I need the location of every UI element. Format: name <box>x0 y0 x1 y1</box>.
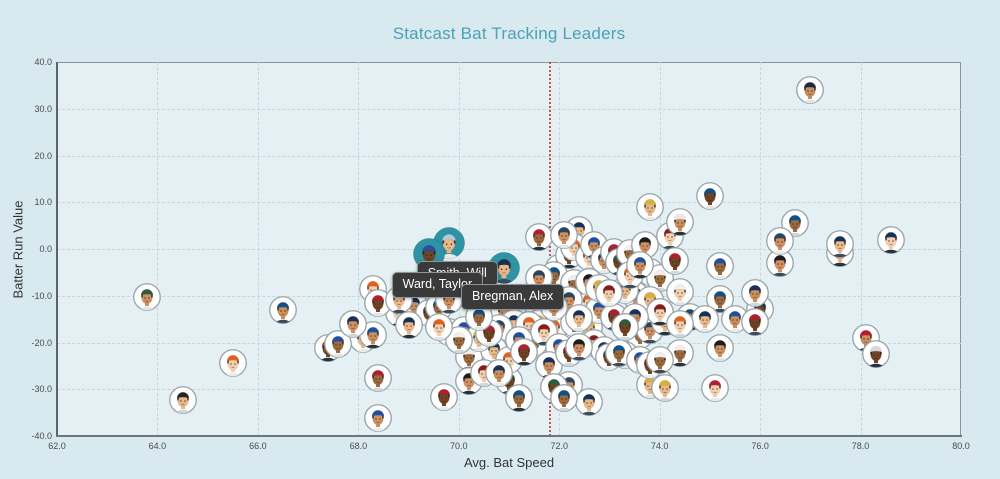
player-avatar[interactable] <box>363 403 393 433</box>
player-avatar[interactable] <box>635 192 665 222</box>
x-tick-label: 78.0 <box>851 441 870 451</box>
y-tick-label: 0.0 <box>39 244 52 254</box>
player-avatar[interactable] <box>740 278 770 308</box>
player-avatar[interactable] <box>564 303 594 333</box>
y-tick-label: 20.0 <box>34 150 52 161</box>
player-avatar[interactable] <box>218 348 248 378</box>
player-avatar[interactable] <box>700 373 730 403</box>
x-tick-label: 66.0 <box>249 441 267 451</box>
player-avatar[interactable] <box>574 387 604 417</box>
player-avatar[interactable] <box>132 282 162 312</box>
y-tick-label: 30.0 <box>34 103 52 114</box>
x-tick-label: 62.0 <box>48 441 66 451</box>
player-avatar[interactable] <box>795 75 825 105</box>
player-avatar[interactable] <box>610 312 640 342</box>
y-tick-label: 10.0 <box>34 197 52 208</box>
player-avatar[interactable] <box>720 304 750 334</box>
player-avatar[interactable] <box>665 277 695 307</box>
player-avatar[interactable] <box>504 383 534 413</box>
x-tick-label: 80.0 <box>952 441 970 451</box>
player-avatar[interactable] <box>484 358 514 388</box>
y-tick-label: -20.0 <box>31 337 52 348</box>
player-avatar[interactable] <box>705 251 735 281</box>
x-tick-label: 70.0 <box>450 441 468 451</box>
player-avatar[interactable] <box>594 278 624 308</box>
x-tick-label: 74.0 <box>650 441 669 451</box>
player-avatar[interactable] <box>665 207 695 237</box>
player-avatar[interactable] <box>509 337 539 367</box>
player-avatar[interactable] <box>645 345 675 375</box>
player-avatar[interactable] <box>424 312 454 342</box>
x-tick-label: 72.0 <box>550 441 568 451</box>
player-avatar[interactable] <box>168 385 198 415</box>
player-avatar[interactable] <box>780 208 810 238</box>
player-avatar[interactable] <box>765 226 795 256</box>
player-avatar[interactable] <box>564 332 594 362</box>
player-avatar[interactable] <box>323 329 353 359</box>
player-avatar[interactable] <box>660 246 690 276</box>
x-axis-line <box>56 435 962 437</box>
player-avatar[interactable] <box>695 181 725 211</box>
player-avatar[interactable] <box>524 222 554 252</box>
player-avatar[interactable] <box>825 229 855 259</box>
x-axis-title: Avg. Bat Speed <box>463 455 555 470</box>
y-axis-title: Batter Run Value <box>10 200 26 299</box>
player-avatar[interactable] <box>549 383 579 413</box>
x-tick-label: 76.0 <box>751 441 769 451</box>
player-avatar[interactable] <box>549 220 579 250</box>
player-avatar[interactable] <box>861 339 891 369</box>
player-avatar[interactable] <box>665 309 695 339</box>
player-avatar[interactable] <box>338 309 368 339</box>
x-tick-label: 68.0 <box>349 441 368 451</box>
hover-tooltip-bregman-alex: Bregman, Alex <box>460 284 565 310</box>
y-tick-label: -30.0 <box>31 384 52 395</box>
y-tick-label: -40.0 <box>31 431 52 441</box>
player-avatar[interactable] <box>705 333 735 363</box>
player-avatar[interactable] <box>394 310 424 340</box>
x-tick-label: 64.0 <box>148 441 167 451</box>
player-avatar[interactable] <box>625 250 655 280</box>
y-axis-line <box>56 62 58 436</box>
player-avatar[interactable] <box>363 363 393 393</box>
player-avatar[interactable] <box>876 225 906 255</box>
player-avatar[interactable] <box>464 302 494 332</box>
y-tick-label: -10.0 <box>31 290 52 301</box>
player-avatar[interactable] <box>529 317 559 347</box>
player-avatar[interactable] <box>740 307 770 337</box>
player-avatar[interactable] <box>650 373 680 403</box>
player-avatar[interactable] <box>358 320 388 350</box>
chart-title: Statcast Bat Tracking Leaders <box>392 24 626 43</box>
player-avatar[interactable] <box>690 304 720 334</box>
player-avatar[interactable] <box>268 295 298 325</box>
y-tick-label: 40.0 <box>34 57 52 67</box>
